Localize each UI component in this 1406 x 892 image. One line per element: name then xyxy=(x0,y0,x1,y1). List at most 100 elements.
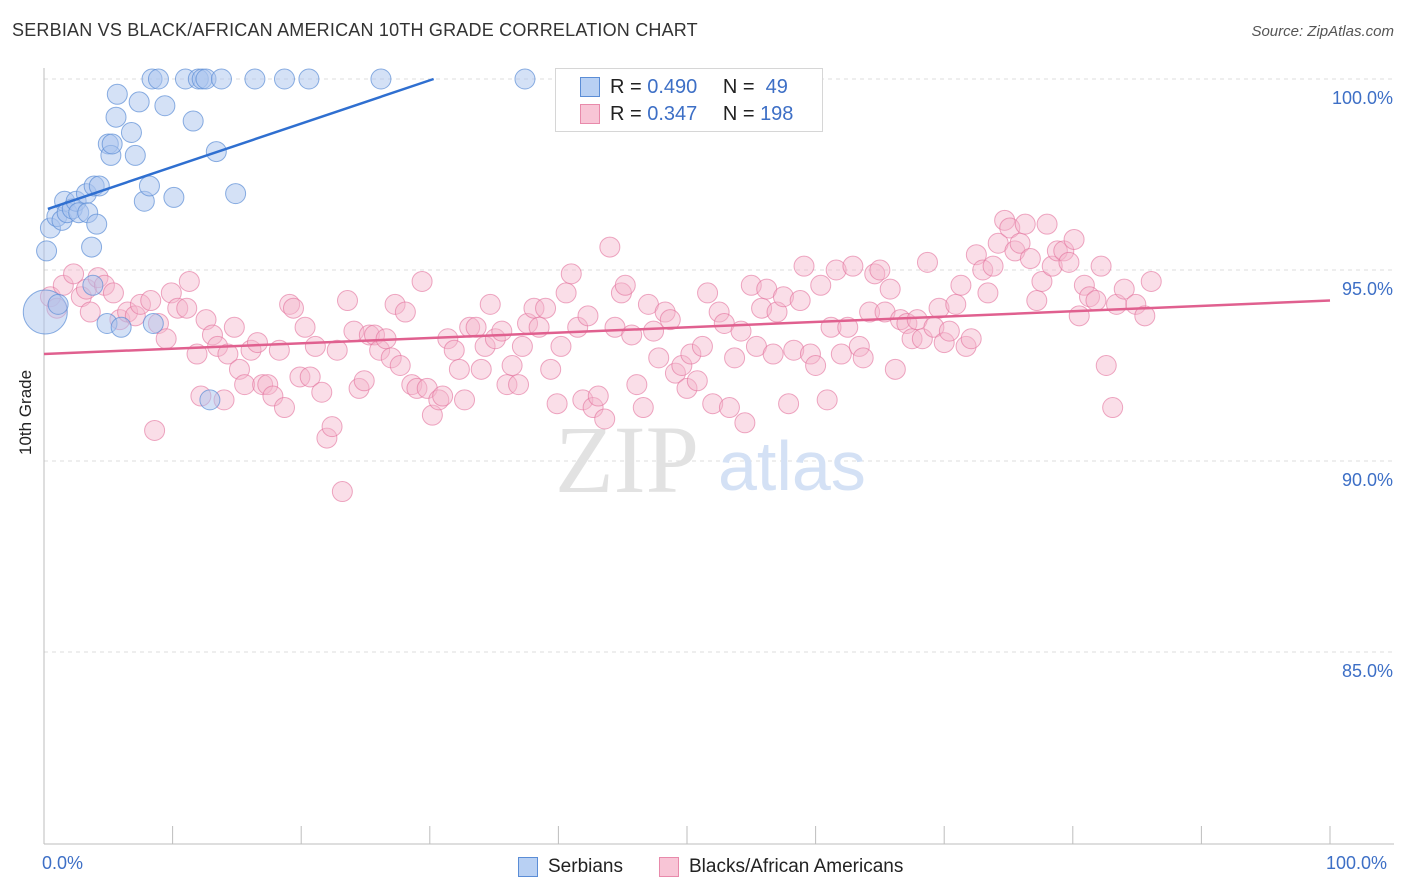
axes xyxy=(43,68,1394,845)
data-point-serbians xyxy=(514,68,536,90)
data-point-blacks xyxy=(299,366,321,388)
data-point-blacks xyxy=(479,293,501,315)
data-point-blacks xyxy=(331,481,353,503)
data-point-blacks xyxy=(144,419,166,441)
data-point-blacks xyxy=(454,389,476,411)
trend-line-serbians xyxy=(47,77,435,211)
data-point-serbians xyxy=(101,133,123,155)
serbians-legend-swatch xyxy=(518,857,538,877)
data-point-blacks xyxy=(246,332,268,354)
data-point-serbians xyxy=(47,293,69,315)
data-point-blacks xyxy=(938,320,960,342)
data-point-blacks xyxy=(680,343,702,365)
y-tick-label: 85.0% xyxy=(1342,661,1393,681)
data-point-blacks xyxy=(960,328,982,350)
data-point-blacks xyxy=(546,393,568,415)
data-point-blacks xyxy=(540,358,562,380)
data-point-blacks xyxy=(1085,290,1107,312)
data-point-blacks xyxy=(380,347,402,369)
data-point-blacks xyxy=(762,343,784,365)
data-point-blacks xyxy=(676,377,698,399)
data-point-blacks xyxy=(734,412,756,434)
r-label: R = xyxy=(610,75,642,98)
data-point-blacks xyxy=(778,393,800,415)
data-point-blacks xyxy=(982,255,1004,277)
data-point-serbians xyxy=(147,68,169,90)
data-point-blacks xyxy=(977,282,999,304)
serbian-points xyxy=(22,68,536,411)
data-point-blacks xyxy=(79,301,101,323)
data-point-blacks xyxy=(1014,213,1036,235)
data-point-blacks xyxy=(816,389,838,411)
data-point-blacks xyxy=(594,408,616,430)
data-point-blacks xyxy=(535,297,557,319)
data-point-serbians xyxy=(106,83,128,105)
data-point-blacks xyxy=(842,255,864,277)
data-point-blacks xyxy=(501,355,523,376)
x-tick-min: 0.0% xyxy=(42,853,84,873)
n-value: 198 xyxy=(760,102,794,125)
data-point-blacks xyxy=(1095,355,1117,376)
correlation-legend: R = 0.490 N = 49 R = 0.347 N = 198 xyxy=(555,68,823,132)
data-point-blacks xyxy=(1073,274,1095,296)
data-point-blacks xyxy=(1090,255,1112,277)
n-label: N = xyxy=(722,75,755,98)
legend-row-blacks: R = 0.347 N = 198 xyxy=(580,102,793,126)
data-point-blacks xyxy=(560,263,582,285)
data-point-blacks xyxy=(428,389,450,411)
data-point-blacks xyxy=(614,274,636,296)
data-point-blacks xyxy=(1026,290,1048,312)
watermark: ZIP atlas xyxy=(555,406,866,513)
data-point-blacks xyxy=(825,259,847,281)
data-point-serbians xyxy=(124,144,146,166)
data-point-blacks xyxy=(599,236,621,258)
data-point-blacks xyxy=(928,297,950,319)
data-point-blacks xyxy=(783,339,805,361)
data-point-blacks xyxy=(1063,228,1085,250)
data-point-blacks xyxy=(911,328,933,350)
data-point-blacks xyxy=(793,255,815,277)
data-point-blacks xyxy=(124,305,146,327)
data-point-blacks xyxy=(1140,270,1162,292)
y-tick-label: 95.0% xyxy=(1342,279,1393,299)
data-point-serbians xyxy=(138,175,160,197)
data-point-blacks xyxy=(772,286,794,308)
data-point-blacks xyxy=(1102,397,1124,419)
data-point-blacks xyxy=(848,335,870,357)
data-point-serbians xyxy=(120,121,142,143)
data-point-blacks xyxy=(671,355,693,376)
data-point-blacks xyxy=(321,416,343,438)
data-point-serbians xyxy=(273,68,295,90)
data-point-blacks xyxy=(874,301,896,323)
data-point-blacks xyxy=(304,335,326,357)
y-tick-label: 100.0% xyxy=(1332,88,1393,108)
data-point-blacks xyxy=(648,347,670,369)
data-point-blacks xyxy=(582,397,604,419)
data-point-blacks xyxy=(491,320,513,342)
data-point-blacks xyxy=(577,305,599,327)
data-point-blacks xyxy=(176,297,198,319)
data-point-blacks xyxy=(884,358,906,380)
data-point-blacks xyxy=(852,347,874,369)
data-point-blacks xyxy=(1019,248,1041,270)
data-point-blacks xyxy=(626,374,648,396)
bottom-legend-serbians: Serbians xyxy=(518,856,623,878)
data-point-serbians xyxy=(163,186,185,208)
data-point-blacks xyxy=(879,278,901,300)
data-point-blacks xyxy=(511,335,533,357)
data-point-blacks xyxy=(389,355,411,376)
r-label: R = xyxy=(610,102,642,125)
data-point-blacks xyxy=(394,301,416,323)
data-point-blacks xyxy=(587,385,609,407)
data-point-blacks xyxy=(508,374,530,396)
data-point-blacks xyxy=(1031,270,1053,292)
data-point-blacks xyxy=(933,332,955,354)
data-point-blacks xyxy=(1058,251,1080,273)
data-point-blacks xyxy=(697,282,719,304)
data-point-blacks xyxy=(311,381,333,403)
data-point-blacks xyxy=(465,316,487,338)
legend-row-serbians: R = 0.490 N = 49 xyxy=(580,75,788,99)
data-point-blacks xyxy=(1046,240,1068,262)
data-point-blacks xyxy=(950,274,972,296)
data-point-blacks xyxy=(201,324,223,346)
